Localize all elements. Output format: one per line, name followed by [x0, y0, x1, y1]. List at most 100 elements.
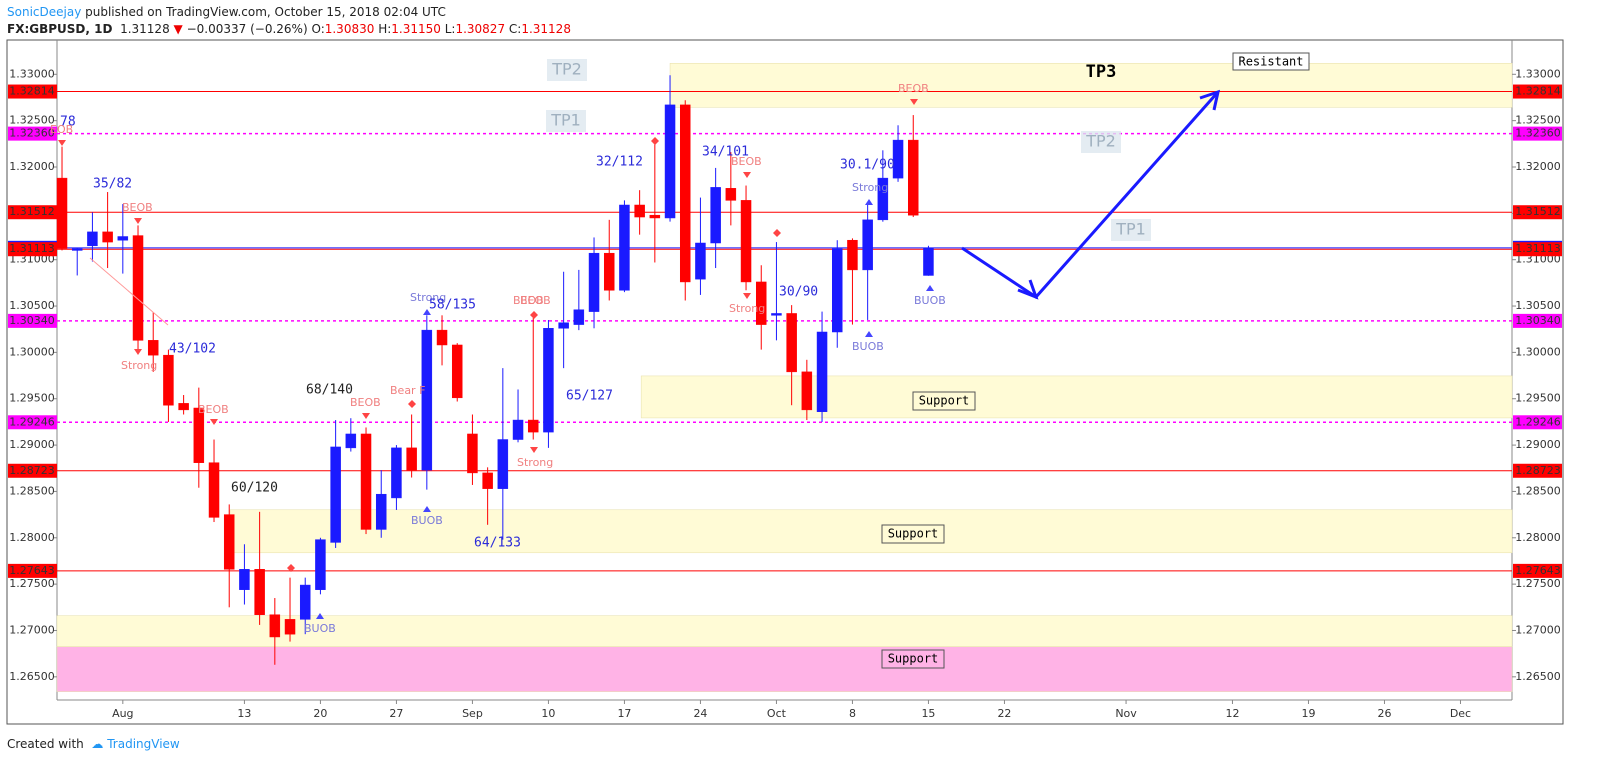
zone-label: Support: [919, 394, 970, 408]
candle-body: [862, 219, 873, 271]
zone-label-box: [881, 524, 945, 544]
l: 1.30827: [455, 22, 506, 36]
change: −0.00337 (−0.26%): [186, 22, 308, 36]
annotation: 58/135: [429, 298, 476, 313]
level-tag: [8, 313, 57, 328]
footer: Created with ☁ TradingView: [7, 737, 180, 751]
target-label: TP2: [551, 60, 582, 79]
candle-body: [801, 371, 813, 411]
author[interactable]: SonicDeejay: [7, 5, 82, 19]
y-tick-label: 1.28500: [9, 484, 55, 497]
y-tick-label: 1.27000: [9, 623, 55, 636]
x-tick-label: Nov: [1115, 707, 1137, 720]
candle-body: [451, 344, 463, 399]
target-box: [1111, 219, 1151, 241]
signal-diamond: [773, 229, 781, 237]
level-tag-label: 1.32814: [9, 85, 55, 98]
level-tag-label: 1.31512: [9, 205, 55, 218]
candle-body: [755, 281, 767, 325]
signal-arrow: [316, 613, 324, 619]
annotation: Strong: [121, 359, 157, 372]
y-tick-label: 1.27500: [9, 577, 55, 590]
candle-body: [649, 214, 661, 219]
level-tag: [8, 463, 57, 478]
y-tick-label: 1.26500: [1515, 670, 1561, 683]
o: 1.30830: [324, 22, 375, 36]
candle-body: [132, 235, 144, 341]
projection-head: [1199, 89, 1221, 111]
c: 1.31128: [521, 22, 571, 36]
candle-body: [436, 329, 448, 346]
candle-body: [117, 236, 129, 241]
candle-body: [406, 447, 417, 471]
candle-body: [573, 309, 585, 325]
annotation: BEOB: [513, 294, 544, 307]
candle-body: [816, 331, 828, 412]
annotation: 30.1/90: [840, 158, 895, 173]
candle-body: [664, 104, 676, 219]
level-tag: [1513, 563, 1562, 578]
candle-body: [178, 403, 189, 411]
candle-body: [56, 177, 68, 249]
brand-text[interactable]: TradingView: [107, 737, 180, 751]
level-tag-label: 1.31512: [1515, 205, 1561, 218]
candle-body: [239, 569, 250, 590]
candle-body: [163, 354, 174, 406]
candle-body: [877, 177, 889, 221]
level-tag: [1513, 313, 1562, 328]
level-tag-label: 1.28723: [9, 464, 55, 477]
candle-body: [193, 407, 205, 463]
candle-body: [725, 188, 737, 201]
y-tick-label: 1.28000: [1515, 531, 1561, 544]
target-label: TP1: [1115, 220, 1146, 239]
projection-head: [1017, 279, 1039, 300]
annotation: 64/133: [474, 536, 521, 551]
candle-body: [482, 472, 493, 489]
annotation: 32/112: [596, 155, 643, 170]
target-box: [547, 59, 587, 81]
trend-line: [89, 257, 169, 326]
x-tick-label: Aug: [112, 707, 133, 720]
y-tick-label: 1.32500: [1515, 114, 1561, 127]
y-tick-label: 1.29000: [1515, 438, 1561, 451]
header: SonicDeejay published on TradingView.com…: [7, 4, 571, 38]
annotation: BUOB: [411, 514, 443, 527]
header-line-1: SonicDeejay published on TradingView.com…: [7, 4, 571, 21]
signal-arrow: [865, 199, 873, 205]
x-tick-label: 27: [389, 707, 403, 720]
zone-label-box: [912, 391, 976, 411]
signal-arrow: [743, 293, 751, 299]
annotation: BEOB: [731, 155, 762, 168]
signal-arrow: [210, 419, 218, 425]
y-tick-label: 1.29500: [1515, 392, 1561, 405]
zone-label-box: [881, 649, 945, 669]
level-tag: [1513, 242, 1562, 257]
candle-body: [771, 313, 782, 316]
candle-body: [619, 204, 630, 291]
target-label: TP1: [550, 111, 581, 130]
frame: [6, 39, 1564, 725]
y-tick-label: 1.30500: [1515, 299, 1561, 312]
y-tick-label: 1.29500: [9, 392, 55, 405]
candle-body: [421, 329, 433, 471]
published: published on TradingView.com, October 15…: [85, 5, 446, 19]
candle-body: [269, 614, 281, 638]
x-tick-label: Oct: [767, 707, 787, 720]
candle-body: [603, 252, 615, 291]
candle-body: [345, 433, 357, 449]
x-tick-label: 19: [1301, 707, 1315, 720]
candle-body: [558, 322, 569, 329]
candle-body: [87, 231, 98, 247]
candle-body: [695, 242, 706, 280]
brand[interactable]: ☁ TradingView: [91, 737, 180, 751]
annotation: BEOB: [520, 294, 551, 307]
level-tag: [1513, 205, 1562, 220]
symbol: FX:GBPUSD, 1D: [7, 22, 113, 36]
y-tick-label: 1.28000: [9, 531, 55, 544]
signal-arrow: [134, 218, 142, 224]
zone: [56, 646, 1513, 692]
y-tick-label: 1.32000: [9, 160, 55, 173]
x-tick-label: 20: [313, 707, 327, 720]
signal-arrow: [926, 285, 934, 291]
resistant-box: [1232, 52, 1310, 71]
